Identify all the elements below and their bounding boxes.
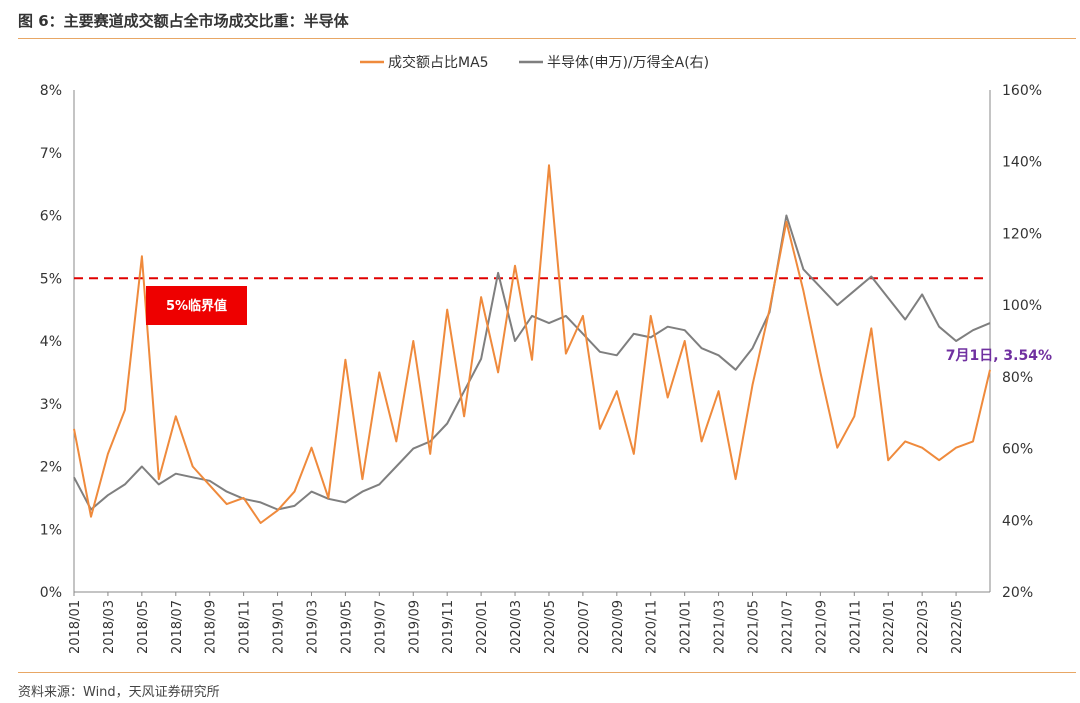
left-axis-ticks: 0% 1% 2% 3% 4% 5% 6% 7% 8% <box>40 83 62 601</box>
x-tick-label: 2018/03 <box>102 600 117 654</box>
chart-axes <box>73 90 991 593</box>
right-tick-label: 20% <box>1002 585 1033 601</box>
x-tick-label: 2022/03 <box>916 600 931 654</box>
right-tick-label: 120% <box>1002 226 1042 242</box>
right-tick-label: 40% <box>1002 513 1033 529</box>
x-tick-label: 2019/03 <box>305 600 320 654</box>
series-line-ma5 <box>73 164 991 524</box>
bottom-divider <box>18 672 1076 673</box>
legend: 成交额占比MA5 半导体(申万)/万得全A(右) <box>360 54 709 71</box>
plot-area <box>73 164 991 524</box>
x-tick-label: 2019/01 <box>272 600 287 654</box>
threshold-label-box <box>146 286 247 325</box>
legend-label-ma5: 成交额占比MA5 <box>388 54 489 71</box>
x-tick-label: 2018/05 <box>136 600 151 654</box>
x-tick-label: 2019/11 <box>441 600 456 654</box>
x-tick-label: 2020/01 <box>475 600 490 654</box>
left-tick-label: 6% <box>40 209 62 225</box>
left-tick-label: 8% <box>40 83 62 99</box>
x-tick-label: 2018/11 <box>238 600 253 654</box>
x-tick-label: 2020/05 <box>543 600 558 654</box>
left-tick-label: 3% <box>40 397 62 413</box>
right-axis-ticks: 20% 40% 60% 80% 100% 120% 140% 160% <box>1002 83 1042 601</box>
x-tick-label: 2019/05 <box>339 600 354 654</box>
x-tick-label: 2020/03 <box>509 600 524 654</box>
left-tick-label: 7% <box>40 146 62 162</box>
x-tick-label: 2018/07 <box>170 600 185 654</box>
source-note: 资料来源：Wind，天风证券研究所 <box>18 685 220 700</box>
x-tick-label: 2020/07 <box>577 600 592 654</box>
x-axis-ticks: 2018/01 2018/03 2018/05 2018/07 2018/09 2018/… <box>68 592 965 654</box>
annotations: 5%临界值 7月1日, 3.54% <box>146 286 1052 364</box>
x-tick-label: 2022/05 <box>950 600 965 654</box>
left-tick-label: 4% <box>40 334 62 350</box>
figure-title: 图 6：主要赛道成交额占全市场成交比重：半导体 <box>18 12 349 30</box>
x-tick-label: 2021/05 <box>747 600 762 654</box>
threshold-label: 5%临界值 <box>166 298 227 314</box>
series-line-ratio <box>73 214 991 511</box>
x-tick-label: 2019/07 <box>373 600 388 654</box>
x-tick-label: 2021/03 <box>713 600 728 654</box>
right-tick-label: 60% <box>1002 442 1033 458</box>
left-tick-label: 5% <box>40 271 62 287</box>
x-tick-label: 2021/01 <box>679 600 694 654</box>
left-tick-label: 1% <box>40 522 62 538</box>
x-tick-label: 2021/07 <box>780 600 795 654</box>
left-tick-label: 0% <box>40 585 62 601</box>
x-tick-label: 2020/09 <box>611 600 626 654</box>
x-tick-label: 2020/11 <box>645 600 660 654</box>
x-tick-label: 2021/09 <box>814 600 829 654</box>
x-tick-label: 2018/09 <box>204 600 219 654</box>
latest-value-callout: 7月1日, 3.54% <box>946 348 1052 364</box>
top-divider <box>18 38 1076 39</box>
right-tick-label: 160% <box>1002 83 1042 99</box>
legend-label-ratio: 半导体(申万)/万得全A(右) <box>547 54 709 71</box>
right-tick-label: 80% <box>1002 370 1033 386</box>
x-tick-label: 2018/01 <box>68 600 83 654</box>
x-tick-label: 2021/11 <box>848 600 863 654</box>
left-tick-label: 2% <box>40 460 62 476</box>
right-tick-label: 140% <box>1002 155 1042 171</box>
right-tick-label: 100% <box>1002 298 1042 314</box>
x-tick-label: 2019/09 <box>407 600 422 654</box>
x-tick-label: 2022/01 <box>882 600 897 654</box>
